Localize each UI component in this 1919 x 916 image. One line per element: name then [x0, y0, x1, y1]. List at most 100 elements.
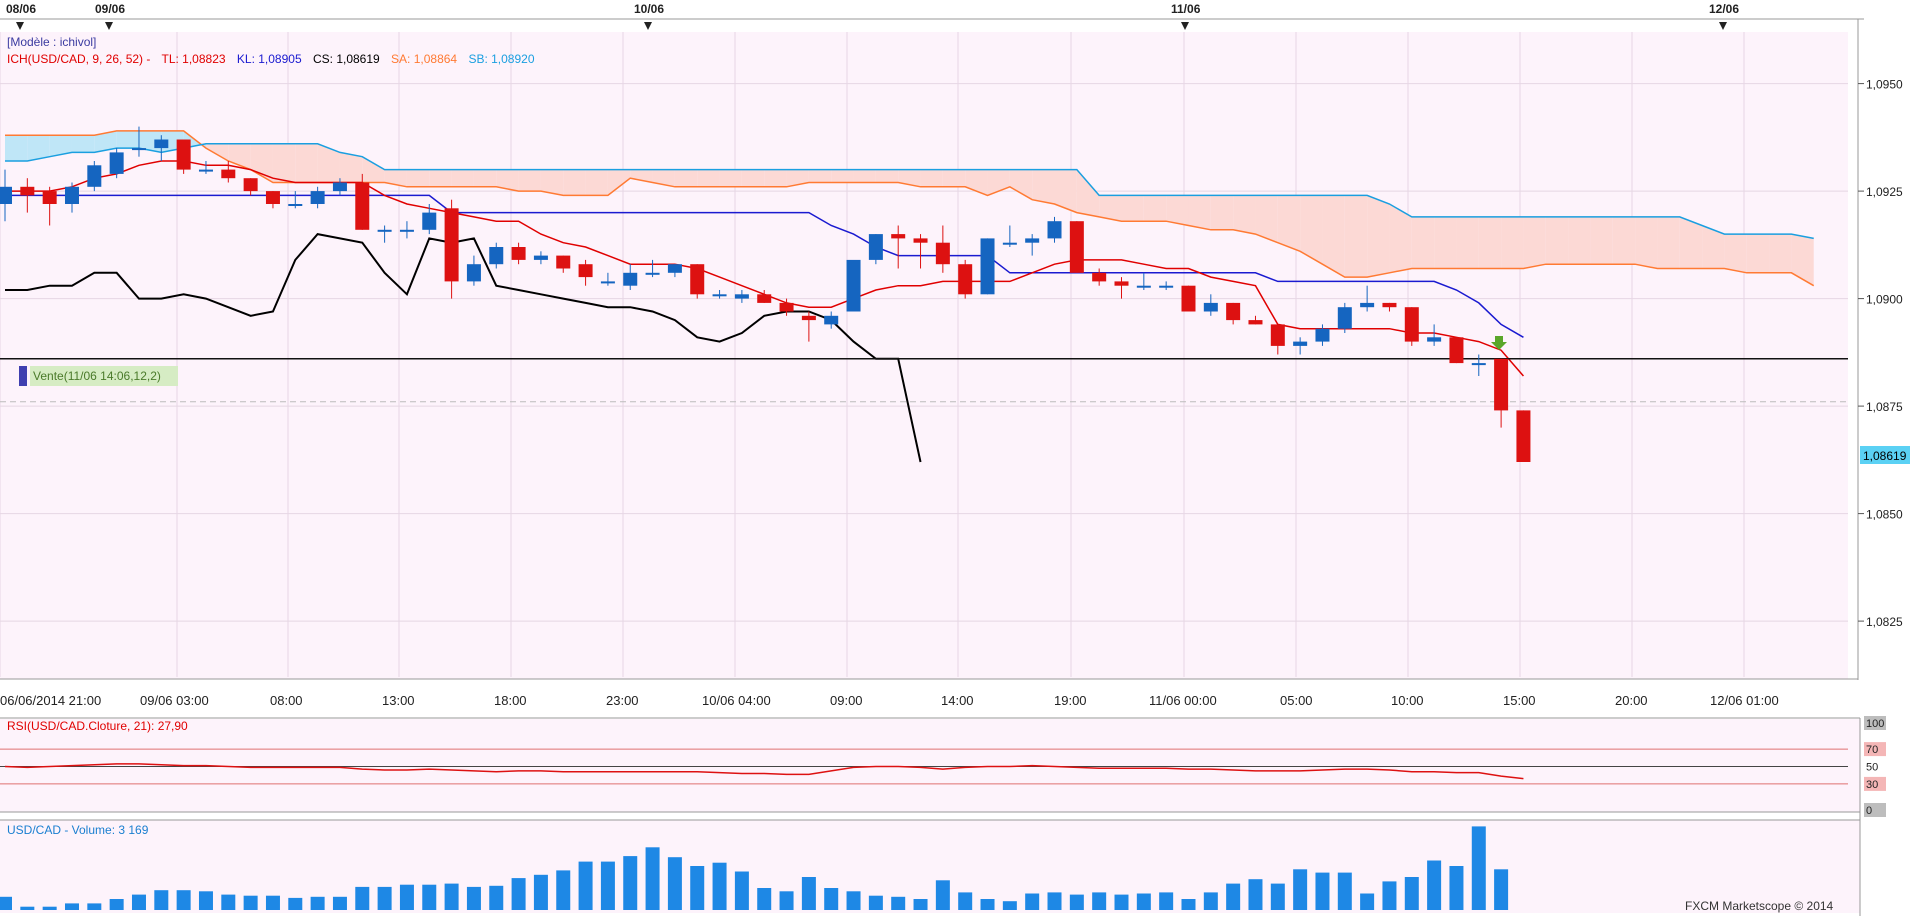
candle-body-23[interactable]	[511, 247, 526, 260]
candle-body-40[interactable]	[891, 234, 906, 239]
candle-body-6[interactable]	[131, 148, 146, 151]
candle-body-25[interactable]	[556, 255, 571, 269]
volume-bar-7[interactable]	[154, 890, 169, 910]
candle-body-27[interactable]	[600, 281, 615, 284]
volume-bar-33[interactable]	[734, 871, 749, 911]
volume-bar-41[interactable]	[913, 899, 928, 910]
volume-bar-5[interactable]	[109, 899, 124, 910]
candle-body-36[interactable]	[801, 315, 816, 321]
candle-body-1[interactable]	[20, 186, 35, 196]
candle-body-15[interactable]	[332, 182, 347, 192]
candle-body-26[interactable]	[578, 264, 593, 278]
candle-body-3[interactable]	[64, 186, 79, 204]
volume-bar-12[interactable]	[265, 895, 280, 910]
volume-bar-23[interactable]	[511, 878, 526, 910]
volume-bar-34[interactable]	[757, 888, 772, 910]
candle-body-52[interactable]	[1159, 285, 1174, 288]
candle-body-19[interactable]	[422, 212, 437, 230]
candle-body-46[interactable]	[1025, 238, 1040, 243]
candle-body-59[interactable]	[1315, 328, 1330, 342]
candle-body-10[interactable]	[221, 169, 236, 179]
volume-bar-64[interactable]	[1427, 860, 1442, 911]
candle-body-28[interactable]	[623, 272, 638, 286]
candle-body-8[interactable]	[176, 139, 191, 170]
candle-body-54[interactable]	[1203, 302, 1218, 312]
volume-bar-24[interactable]	[533, 874, 548, 910]
candle-body-55[interactable]	[1226, 302, 1241, 321]
volume-bar-65[interactable]	[1449, 866, 1464, 910]
candle-body-35[interactable]	[779, 302, 794, 312]
candle-body-31[interactable]	[690, 264, 705, 295]
volume-bar-16[interactable]	[355, 886, 370, 910]
candle-body-37[interactable]	[824, 315, 839, 325]
volume-bar-51[interactable]	[1136, 893, 1151, 911]
candle-body-63[interactable]	[1404, 307, 1419, 342]
volume-bar-25[interactable]	[556, 870, 571, 910]
volume-bar-8[interactable]	[176, 890, 191, 910]
volume-bar-17[interactable]	[377, 886, 392, 910]
volume-bar-61[interactable]	[1360, 893, 1375, 911]
volume-bar-36[interactable]	[801, 877, 816, 910]
volume-bar-2[interactable]	[42, 906, 57, 910]
candle-body-45[interactable]	[1002, 242, 1017, 245]
candle-body-16[interactable]	[355, 182, 370, 230]
candle-body-32[interactable]	[712, 294, 727, 297]
candle-body-33[interactable]	[734, 294, 749, 299]
volume-bar-10[interactable]	[221, 894, 236, 910]
volume-bar-15[interactable]	[332, 896, 347, 910]
candle-body-29[interactable]	[645, 272, 660, 275]
price-axis[interactable]	[1858, 20, 1919, 680]
volume-bar-50[interactable]	[1114, 894, 1129, 910]
candle-body-20[interactable]	[444, 208, 459, 282]
volume-bar-54[interactable]	[1203, 892, 1218, 910]
candle-body-34[interactable]	[757, 294, 772, 303]
volume-bar-38[interactable]	[846, 891, 861, 910]
volume-bar-29[interactable]	[645, 847, 660, 910]
volume-bar-55[interactable]	[1226, 883, 1241, 910]
candle-body-39[interactable]	[868, 234, 883, 260]
candle-body-49[interactable]	[1092, 272, 1107, 282]
volume-bar-26[interactable]	[578, 861, 593, 910]
candle-body-48[interactable]	[1069, 221, 1084, 273]
volume-bar-3[interactable]	[64, 903, 79, 910]
candle-body-14[interactable]	[310, 191, 325, 204]
candle-body-11[interactable]	[243, 178, 258, 192]
candle-body-53[interactable]	[1181, 285, 1196, 312]
volume-bar-22[interactable]	[489, 885, 504, 910]
candle-body-65[interactable]	[1449, 337, 1464, 364]
volume-bar-28[interactable]	[623, 856, 638, 910]
trade-marker[interactable]	[19, 366, 27, 386]
volume-bar-27[interactable]	[600, 861, 615, 910]
volume-bar-46[interactable]	[1025, 893, 1040, 911]
volume-bar-1[interactable]	[20, 906, 35, 910]
candle-body-21[interactable]	[466, 264, 481, 282]
rsi-panel[interactable]	[0, 719, 1860, 812]
volume-bar-40[interactable]	[891, 896, 906, 910]
candle-body-30[interactable]	[667, 264, 682, 273]
candle-body-13[interactable]	[288, 204, 303, 206]
candle-body-18[interactable]	[399, 229, 414, 232]
volume-bar-21[interactable]	[466, 886, 481, 910]
candle-body-22[interactable]	[489, 247, 504, 265]
candle-body-50[interactable]	[1114, 281, 1129, 286]
candle-body-24[interactable]	[533, 255, 548, 260]
candle-body-43[interactable]	[958, 264, 973, 295]
volume-bar-45[interactable]	[1002, 901, 1017, 910]
candle-body-7[interactable]	[154, 139, 169, 149]
volume-bar-42[interactable]	[935, 880, 950, 910]
volume-bar-37[interactable]	[824, 888, 839, 910]
volume-bar-56[interactable]	[1248, 879, 1263, 910]
candle-body-0[interactable]	[0, 186, 12, 204]
volume-bar-35[interactable]	[779, 891, 794, 910]
volume-panel[interactable]	[0, 820, 1860, 913]
volume-bar-20[interactable]	[444, 883, 459, 910]
candle-body-41[interactable]	[913, 238, 928, 243]
candle-body-61[interactable]	[1360, 302, 1375, 308]
volume-bar-19[interactable]	[422, 884, 437, 910]
volume-bar-48[interactable]	[1069, 894, 1084, 910]
volume-bar-43[interactable]	[958, 892, 973, 910]
candle-body-42[interactable]	[935, 242, 950, 265]
candle-body-56[interactable]	[1248, 320, 1263, 325]
volume-bar-4[interactable]	[87, 903, 102, 910]
candle-body-5[interactable]	[109, 152, 124, 174]
